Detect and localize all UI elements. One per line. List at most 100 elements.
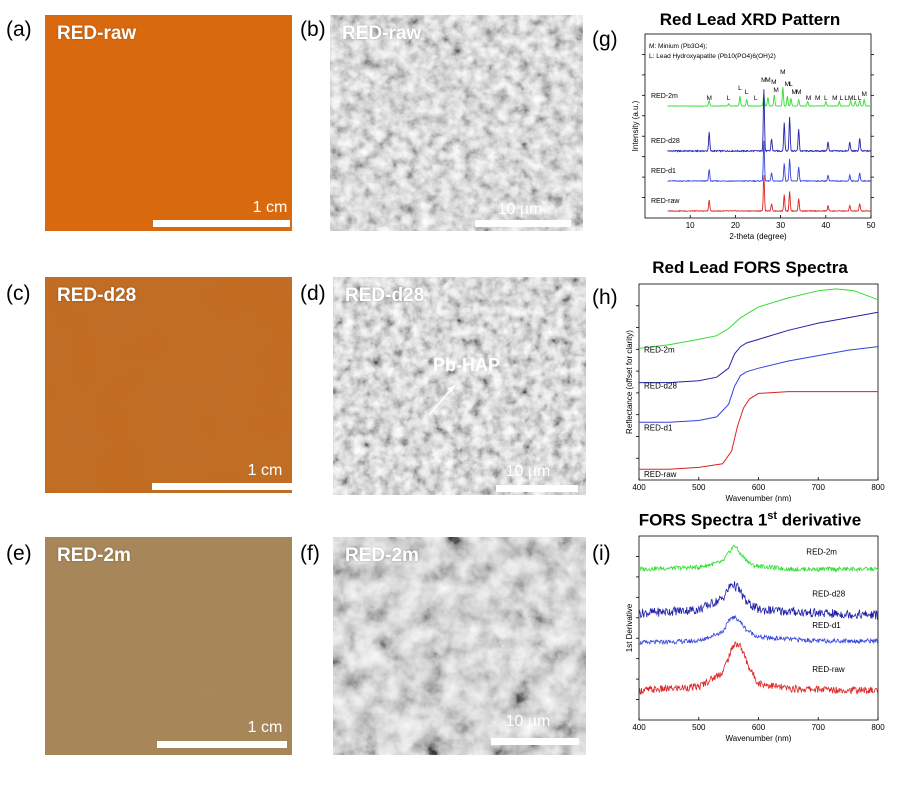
x-tick-label: 50 (867, 221, 876, 230)
sem-label: RED-d28 (345, 285, 425, 306)
xrd-series-label: RED-raw (651, 198, 680, 205)
derivative-series-line (638, 614, 879, 646)
sem-image-red-2m: RED-2m 10 µm (333, 537, 586, 755)
x-tick-label: 400 (632, 483, 646, 492)
derivative-chart: 400 500 600 700 800 Wavenumber (nm) 1st Deriva… (625, 535, 885, 743)
derivative-series-line (638, 641, 879, 695)
sem-texture (333, 537, 586, 755)
xrd-series-line (667, 140, 872, 183)
fors-series-label: RED-d1 (644, 423, 673, 432)
scale-text: 1 cm (252, 199, 288, 216)
xrd-peak-label: L (844, 95, 848, 102)
fors-series-label: RED-2m (644, 345, 675, 354)
scale-bar (491, 738, 579, 745)
xrd-peak-label: M (706, 95, 711, 102)
chart-title-fors: Red Lead FORS Spectra (652, 258, 848, 277)
fors-series-label: RED-d28 (644, 382, 677, 391)
panel-letter-f: (f) (300, 542, 320, 565)
xrd-series-label: RED-2m (651, 93, 678, 100)
derivative-series-line (638, 544, 879, 573)
panel-letter-h: (h) (592, 286, 618, 309)
y-axis-label: Reflectance (offset for clarity) (625, 330, 634, 434)
xrd-legend-line: L: Lead Hydroxyapatite (Pb10(PO4)6(OH)2) (649, 53, 776, 60)
xrd-peak-label: M (785, 81, 790, 88)
fors-series-line (639, 346, 879, 423)
xrd-peak-label: L (824, 95, 828, 102)
xrd-peak-label: M (761, 77, 766, 84)
panel-letter-g: (g) (592, 28, 618, 51)
xrd-peak-label: M (806, 95, 811, 102)
xrd-peak-label: M (773, 87, 778, 94)
sem-texture (330, 15, 583, 231)
x-tick-label: 500 (692, 483, 706, 492)
scale-bar (157, 741, 287, 748)
photo-red-2m: RED-2m 1 cm (45, 537, 292, 755)
scale-text: 10 µm (497, 201, 543, 218)
derivative-series-label: RED-raw (812, 665, 845, 674)
scale-text: 10 µm (505, 463, 551, 480)
photo-red-raw: RED-raw 1 cm (45, 15, 292, 231)
xrd-peak-label: M (862, 91, 867, 98)
x-tick-label: 700 (812, 483, 826, 492)
x-tick-label: 600 (752, 723, 766, 732)
xrd-peak-label: L (738, 85, 742, 92)
sem-label: RED-2m (345, 545, 419, 566)
scale-bar (475, 220, 571, 227)
xrd-peak-label: L (754, 95, 758, 102)
xrd-peak-label: M (780, 69, 785, 76)
scale-bar (152, 483, 292, 490)
xrd-peak-label: L (858, 95, 862, 102)
fors-series-line (638, 288, 879, 349)
derivative-series-label: RED-d28 (812, 590, 845, 599)
derivative-series-label: RED-2m (806, 547, 837, 556)
x-tick-label: 700 (812, 723, 826, 732)
x-tick-label: 10 (686, 221, 695, 230)
xrd-peak-label: L (853, 95, 857, 102)
x-axis-label: 2-theta (degree) (729, 232, 787, 241)
scale-bar (153, 220, 290, 227)
sem-texture (333, 277, 586, 495)
x-tick-label: 500 (692, 723, 706, 732)
xrd-peak-label: M (791, 89, 796, 96)
xrd-peak-label: L (727, 95, 731, 102)
y-axis-label: Intensity (a.u.) (631, 100, 640, 151)
fors-chart: 400 500 600 700 800 Wavenumber (nm) Reflectanc… (625, 283, 885, 502)
scale-text: 1 cm (247, 462, 283, 479)
panel-letter-i: (i) (592, 542, 611, 565)
panel-letter-d: (d) (300, 282, 326, 305)
panel-letter-b: (b) (300, 18, 326, 41)
x-tick-label: 30 (776, 221, 785, 230)
photo-red-d28: RED-d28 1 cm (45, 277, 292, 493)
photo-texture (45, 277, 292, 493)
arrow-head-icon (447, 385, 455, 393)
derivative-series-label: RED-d1 (812, 621, 841, 630)
xrd-peak-label: M (765, 77, 770, 84)
panel-letter-c: (c) (6, 282, 31, 305)
x-tick-label: 800 (871, 723, 885, 732)
sem-image-red-d28: RED-d28 Pb-HAP 10 µm (333, 277, 586, 495)
xrd-series-label: RED-d28 (651, 138, 680, 145)
chart-title-derivative: FORS Spectra 1st derivative (638, 510, 862, 530)
photo-texture (45, 537, 292, 755)
panel-letter-e: (e) (6, 542, 32, 565)
xrd-legend-line: M: Minium (Pb3O4); (649, 43, 707, 50)
x-axis-label: Wavenumber (nm) (726, 494, 792, 502)
sem-label: RED-raw (342, 23, 422, 44)
xrd-peak-label: L (789, 81, 793, 88)
x-tick-label: 400 (632, 723, 646, 732)
photo-label: RED-2m (57, 545, 131, 566)
scale-text: 1 cm (247, 719, 283, 736)
x-tick-label: 20 (731, 221, 740, 230)
xrd-peak-label: L (745, 89, 749, 96)
xrd-peak-label: M (771, 79, 776, 86)
panel-letter-a: (a) (6, 18, 32, 41)
photo-label: RED-d28 (57, 285, 137, 306)
fors-series-line (639, 391, 878, 470)
pb-hap-annotation: Pb-HAP (433, 355, 500, 375)
xrd-peak-label: L (840, 95, 844, 102)
xrd-series-label: RED-d1 (651, 168, 676, 175)
xrd-series-line (667, 89, 872, 153)
xrd-series-line (667, 175, 872, 213)
scale-text: 10 µm (505, 713, 551, 730)
y-axis-label: 1st Derivative (625, 603, 634, 652)
